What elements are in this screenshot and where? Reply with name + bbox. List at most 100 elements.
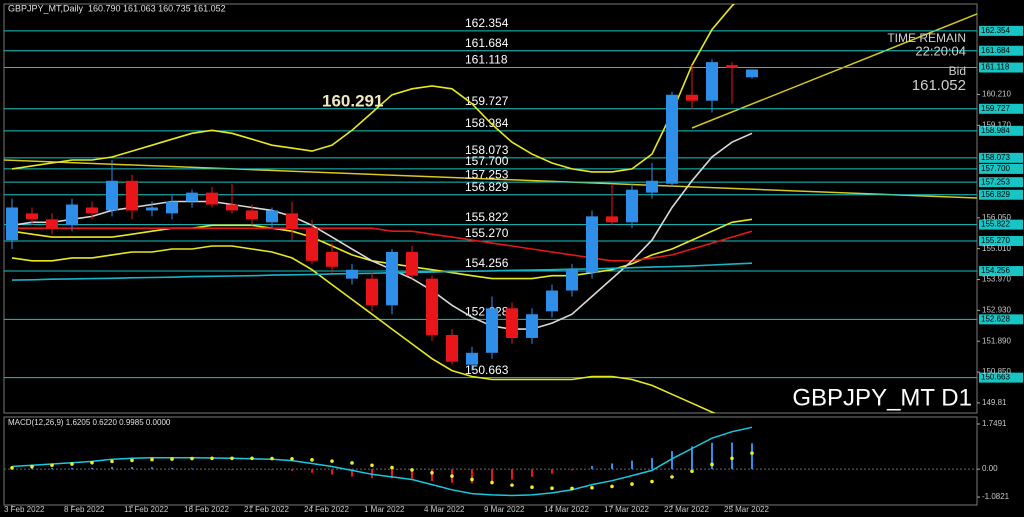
- level-tag-label: 161.684: [981, 46, 1010, 55]
- candle-body: [166, 201, 178, 214]
- candle-body: [686, 94, 698, 101]
- level-label: 161.684: [465, 36, 509, 50]
- signal-dot: [250, 456, 254, 461]
- symbol-info: GBPJPY_MT,Daily 160.790 161.063 160.735 …: [8, 3, 226, 13]
- candle-body: [446, 334, 458, 362]
- x-tick-label: 17 Mar 2022: [604, 505, 649, 514]
- histogram-bar: [611, 463, 613, 470]
- signal-dot: [270, 456, 274, 461]
- signal-dot: [550, 486, 554, 491]
- signal-dot: [650, 479, 654, 484]
- histogram-bar: [171, 467, 173, 470]
- level-tag: [979, 103, 1023, 114]
- histogram-bar: [271, 469, 273, 470]
- y-tick-label: 149.81: [982, 398, 1007, 407]
- signal-dot: [710, 462, 714, 467]
- candle-body: [346, 269, 358, 279]
- x-tick-label: 4 Mar 2022: [424, 505, 465, 514]
- axis-layer: 162.354 161.684 161.118 159.727 158.984 158.0…: [4, 25, 1023, 514]
- level-label: 161.118: [465, 53, 508, 67]
- level-label: 157.700: [465, 154, 509, 168]
- x-tick-label: 9 Mar 2022: [484, 505, 525, 514]
- indicator-line: [12, 227, 753, 262]
- candle-body: [466, 352, 478, 365]
- histogram-bar: [191, 468, 193, 470]
- trend-line: [4, 159, 977, 199]
- y-tick-label: 152.930: [982, 305, 1011, 314]
- level-tag-label: 158.984: [981, 126, 1010, 135]
- indicator-line: [11, 262, 753, 281]
- level-label: 155.822: [465, 210, 509, 224]
- level-tag: [979, 219, 1023, 230]
- y-tick-label: 159.170: [982, 120, 1011, 129]
- x-tick-label: 24 Feb 2022: [304, 505, 349, 514]
- macd-line: [11, 426, 753, 497]
- level-tag: [979, 25, 1023, 36]
- candle-body: [86, 207, 98, 214]
- histogram-bar: [631, 460, 633, 470]
- signal-dot: [730, 456, 734, 461]
- histogram-bar: [551, 469, 553, 474]
- candle-body: [606, 216, 618, 223]
- histogram-bar: [491, 469, 493, 482]
- level-tag: [979, 45, 1023, 56]
- candle-body: [526, 314, 538, 338]
- level-label: 155.270: [465, 226, 509, 240]
- x-tick-label: 1 Mar 2022: [364, 505, 405, 514]
- time-remain: 22:20:04: [915, 43, 966, 58]
- signal-dot: [30, 464, 34, 469]
- signal-dot: [170, 457, 174, 461]
- candle-body: [126, 180, 138, 211]
- level-tag: [979, 266, 1023, 277]
- y-tick-label: 160.210: [982, 90, 1011, 99]
- histogram-bar: [391, 469, 393, 479]
- candle-body: [186, 192, 198, 202]
- candle-body: [6, 207, 18, 241]
- signal-dot: [490, 480, 494, 485]
- histogram-bar: [571, 469, 573, 471]
- x-tick-label: 25 Mar 2022: [724, 505, 769, 514]
- level-label: 162.354: [465, 16, 509, 30]
- histogram-bar: [331, 469, 333, 475]
- histogram-bar: [671, 451, 673, 470]
- y-tick-label: 153.970: [982, 275, 1011, 284]
- macd-title: MACD(12,26,9) 1.6205 0.6220 0.9985 0.000…: [8, 418, 171, 427]
- histogram-bar: [411, 469, 413, 479]
- x-tick-label: 14 Mar 2022: [544, 505, 589, 514]
- indicator-line: [11, 4, 736, 173]
- candle-body: [206, 192, 218, 205]
- histogram-bar: [751, 443, 753, 470]
- level-tag-label: 162.354: [981, 26, 1010, 35]
- signal-dot: [610, 484, 614, 489]
- macd-layer: [4, 426, 977, 497]
- signal-dot: [570, 486, 574, 491]
- candle-body: [106, 180, 118, 211]
- histogram-bar: [251, 469, 253, 470]
- signal-dot: [90, 460, 94, 465]
- y-tick-label: 156.050: [982, 213, 1011, 222]
- histogram-bar: [291, 469, 293, 471]
- signal-dot: [370, 463, 374, 468]
- level-tag: [979, 372, 1023, 383]
- level-label: 159.727: [465, 94, 509, 108]
- time-remain-label: TIME REMAIN: [887, 31, 966, 45]
- level-tag: [979, 62, 1023, 73]
- signal-dot: [310, 458, 314, 462]
- annotation: 160.291: [322, 91, 383, 110]
- level-tag: [979, 125, 1023, 136]
- signal-dot: [410, 468, 414, 472]
- signal-dot: [750, 451, 754, 455]
- level-tag: [979, 177, 1023, 188]
- histogram-bar: [131, 467, 133, 470]
- candle-body: [226, 204, 238, 211]
- x-tick-label: 8 Feb 2022: [64, 505, 105, 514]
- x-tick-label: 16 Feb 2022: [184, 505, 229, 514]
- level-label: 154.256: [465, 256, 509, 270]
- level-tag: [979, 163, 1023, 174]
- candle-body: [366, 278, 378, 306]
- bid: 161.052: [912, 77, 966, 94]
- level-label: 158.073: [465, 143, 509, 157]
- histogram-bar: [211, 468, 213, 470]
- candle-body: [306, 228, 318, 261]
- histogram-bar: [731, 442, 733, 470]
